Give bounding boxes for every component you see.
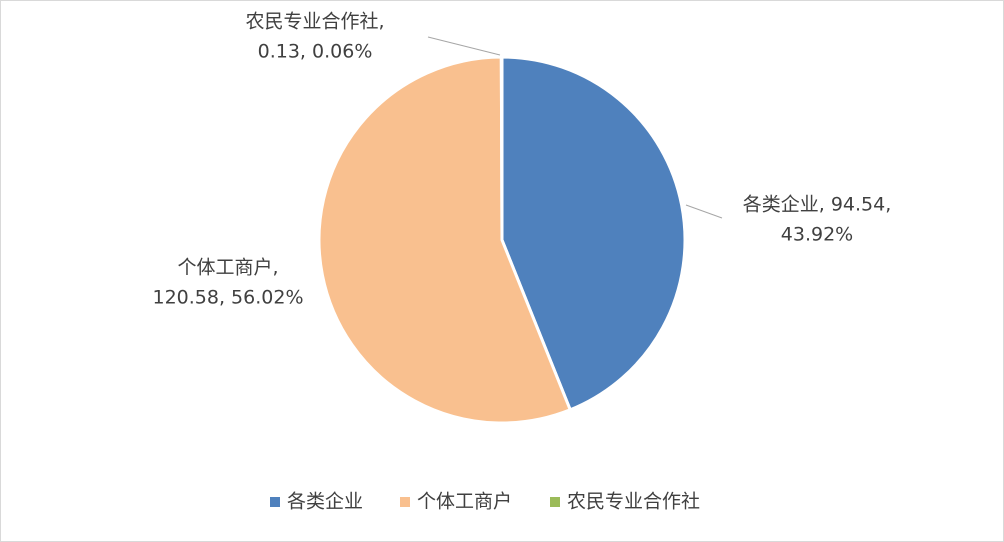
data-label: 0.13, 0.06%	[258, 41, 373, 63]
legend-label: 各类企业	[287, 491, 363, 513]
data-label: 农民专业合作社,	[245, 11, 384, 33]
legend-swatch	[550, 497, 560, 507]
legend-label: 个体工商户	[417, 491, 512, 513]
legend-swatch	[270, 497, 280, 507]
pie-slice	[500, 55, 687, 412]
pie-slice	[317, 55, 573, 425]
leader-line	[427, 36, 501, 56]
data-label: 各类企业, 94.54,	[743, 194, 892, 216]
legend-label: 农民专业合作社	[567, 491, 700, 513]
data-label: 120.58, 56.02%	[152, 287, 303, 309]
data-label: 43.92%	[781, 224, 853, 246]
data-label: 个体工商户,	[177, 257, 278, 279]
leader-line	[685, 204, 723, 219]
legend-swatch	[400, 497, 410, 507]
pie-slice	[499, 55, 504, 241]
